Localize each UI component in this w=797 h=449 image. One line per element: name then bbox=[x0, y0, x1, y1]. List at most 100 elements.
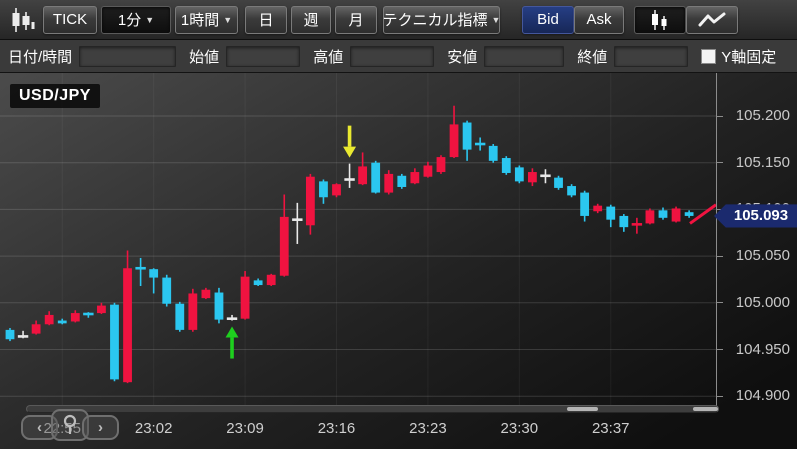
y-axis-label: 105.200 bbox=[735, 107, 790, 124]
candle-body bbox=[123, 268, 132, 383]
y-axis-tick bbox=[717, 208, 723, 210]
y-axis-label: 104.900 bbox=[735, 387, 790, 405]
ask-label: Ask bbox=[586, 11, 612, 28]
candle-body bbox=[371, 162, 381, 193]
timeframe-1hour-button[interactable]: 1時間 ▼ bbox=[175, 5, 238, 34]
down-arrow-annotation bbox=[343, 146, 357, 158]
chart-area: USD/JPY 104.900 104.950 105.000 105.050 105.… bbox=[0, 73, 797, 449]
candle-body bbox=[319, 181, 328, 198]
ask-button[interactable]: Ask bbox=[574, 5, 624, 34]
timeframe-month-button[interactable]: 月 bbox=[335, 5, 377, 34]
tf-day-label: 日 bbox=[258, 12, 274, 29]
last-price-line bbox=[689, 203, 716, 225]
candle-body bbox=[567, 186, 576, 196]
candle-body bbox=[593, 205, 603, 212]
candlestick-plot[interactable] bbox=[0, 73, 716, 409]
candle-body bbox=[97, 305, 106, 314]
candlestick-icon bbox=[652, 9, 667, 30]
candle-body bbox=[240, 276, 250, 319]
open-label: 始値 bbox=[189, 48, 220, 66]
tick-button[interactable]: TICK bbox=[43, 5, 97, 34]
price-axis: 104.900104.950105.000105.050105.100105.1… bbox=[714, 73, 797, 409]
candle-body bbox=[606, 206, 616, 220]
tf-month-label: 月 bbox=[348, 12, 364, 29]
tf-1min-label: 1分 bbox=[117, 12, 142, 29]
candle-body bbox=[410, 172, 420, 184]
y-axis-label: 105.000 bbox=[735, 293, 790, 311]
y-axis-tick bbox=[717, 255, 723, 257]
chart-type-candlestick-button[interactable] bbox=[634, 5, 686, 34]
doji-bar bbox=[135, 266, 146, 270]
scroll-right-button[interactable]: › bbox=[82, 415, 119, 440]
candle-body bbox=[201, 289, 211, 299]
x-axis-label: 23:37 bbox=[591, 420, 630, 437]
candle-body bbox=[528, 172, 537, 183]
candle-body bbox=[31, 324, 41, 334]
candle-body bbox=[671, 208, 681, 222]
line-chart-icon bbox=[698, 12, 726, 26]
doji-bar bbox=[631, 223, 643, 226]
low-field[interactable] bbox=[484, 45, 565, 67]
x-axis-label: 23:30 bbox=[500, 420, 539, 437]
candle-body bbox=[214, 292, 224, 320]
up-arrow-annotation bbox=[225, 326, 239, 338]
candle-body bbox=[423, 165, 433, 177]
doji-bar bbox=[540, 174, 551, 178]
tf-week-label: 週 bbox=[303, 12, 319, 29]
y-axis-tick bbox=[717, 349, 723, 350]
y-axis-label: 104.950 bbox=[735, 340, 790, 358]
candle-body bbox=[266, 274, 276, 286]
candle-body bbox=[514, 167, 524, 182]
chevron-right-icon: › bbox=[98, 419, 103, 436]
x-axis-label: 23:09 bbox=[226, 420, 264, 437]
current-price-badge: 105.093 bbox=[714, 204, 797, 228]
chart-scrollbar[interactable] bbox=[26, 405, 719, 413]
down-arrow-stem bbox=[347, 125, 352, 147]
symbol-label: USD/JPY bbox=[10, 84, 100, 108]
doji-bar bbox=[474, 142, 486, 146]
tf-1hour-label: 1時間 bbox=[180, 12, 220, 29]
candle-body bbox=[580, 192, 590, 216]
main-toolbar: TICK 1分 ▼ 1時間 ▼ 日 週 月 テクニカル指標 ▼ Bid Ask bbox=[0, 0, 797, 40]
chevron-down-icon: ▼ bbox=[491, 14, 501, 25]
open-field[interactable] bbox=[226, 45, 301, 67]
candle-body bbox=[279, 216, 289, 276]
candle-body bbox=[358, 166, 368, 185]
bid-button[interactable]: Bid bbox=[522, 5, 574, 34]
timeframe-week-button[interactable]: 週 bbox=[291, 5, 331, 34]
doji-bar bbox=[83, 312, 94, 316]
high-field[interactable] bbox=[350, 45, 435, 67]
x-axis-label: 23:23 bbox=[409, 420, 447, 437]
timeframe-1min-button[interactable]: 1分 ▼ bbox=[101, 5, 171, 34]
scrollbar-thumb[interactable] bbox=[567, 407, 598, 411]
close-field[interactable] bbox=[614, 45, 689, 67]
datetime-field[interactable] bbox=[79, 45, 177, 67]
y-axis-tick bbox=[717, 162, 723, 164]
scrollbar-thumb-right[interactable] bbox=[693, 407, 718, 411]
candlestick-chart-icon bbox=[12, 7, 35, 32]
candle-body bbox=[188, 293, 198, 330]
candle-body bbox=[110, 304, 119, 380]
chevron-left-icon: ‹ bbox=[37, 419, 42, 436]
y-axis-label: 105.150 bbox=[735, 153, 790, 171]
candle-body bbox=[149, 269, 159, 278]
doji-bar bbox=[226, 317, 238, 320]
timeframe-day-button[interactable]: 日 bbox=[245, 5, 287, 34]
chevron-down-icon: ▼ bbox=[145, 14, 155, 25]
candle-body bbox=[488, 145, 498, 161]
candle-body bbox=[44, 314, 54, 325]
candle-body bbox=[253, 280, 263, 286]
y-axis-tick bbox=[717, 115, 723, 117]
x-axis-label: 23:02 bbox=[134, 420, 173, 437]
candle-body bbox=[684, 212, 694, 216]
time-axis: 22:55 23:02 23:09 23:16 23:23 23:30 23:37 bbox=[0, 420, 716, 440]
chart-type-line-button[interactable] bbox=[686, 5, 738, 34]
candle-body bbox=[70, 313, 80, 322]
candle-body bbox=[175, 303, 185, 330]
datetime-label: 日付/時間 bbox=[8, 48, 73, 66]
doji-bar bbox=[17, 335, 29, 338]
y-axis-lock-checkbox[interactable] bbox=[701, 48, 717, 64]
technical-indicators-button[interactable]: テクニカル指標 ▼ bbox=[383, 5, 501, 34]
low-label: 安値 bbox=[447, 48, 478, 66]
